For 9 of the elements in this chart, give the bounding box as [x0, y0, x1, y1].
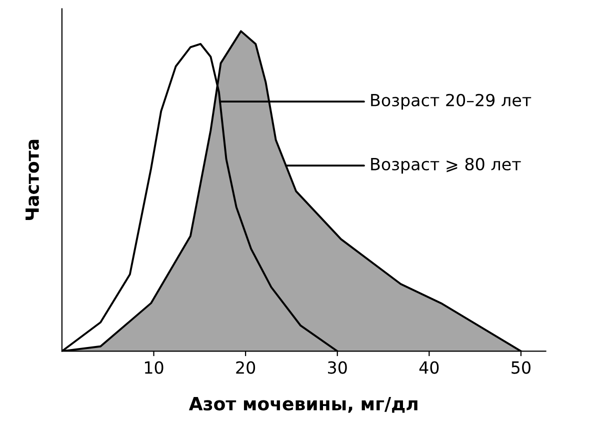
- x-tick-label: 30: [328, 361, 347, 374]
- text: Возраст 20–29 лет: [371, 94, 532, 110]
- x-axis-title: Азот мочевины, мг/дл: [188, 397, 418, 413]
- x-tick-label: 20: [236, 361, 256, 374]
- x-tick-label: 10: [144, 361, 164, 374]
- x-tick-label: 50: [512, 361, 530, 374]
- y-axis-title: Частота: [26, 140, 40, 220]
- legend-label: Возраст ⩾ 80 лет: [371, 158, 521, 174]
- x-tick-label: 40: [419, 361, 439, 374]
